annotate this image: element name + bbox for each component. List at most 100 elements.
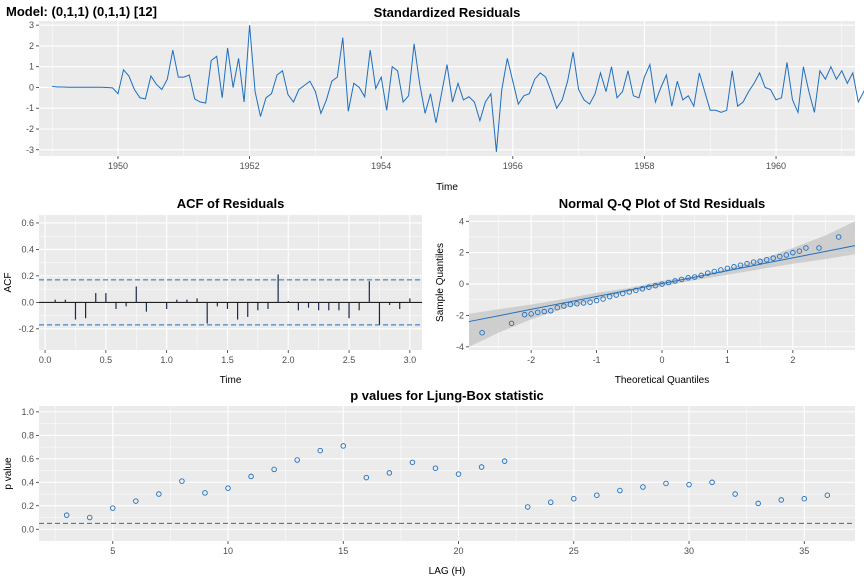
qq-point [816,245,822,251]
residuals-tick-label-x: 1956 [503,161,523,171]
acf-tick-label-y: 0.6 [21,218,34,228]
acf-xlabel: Time [220,375,242,386]
qq-tick-label-y: -2 [456,310,464,320]
acf-ylabel: ACF [3,273,14,293]
qq-point [777,253,783,260]
acf-tick-label-x: 0.5 [100,355,113,365]
qq-tick-label-y: 0 [459,279,464,289]
ljungbox-point [363,474,370,481]
qq-point [757,258,763,265]
ljungbox-tick-label-x: 30 [684,546,694,556]
ljungbox-point [63,512,70,518]
ljungbox-point [455,471,462,477]
ljungbox-point [179,478,185,484]
qq-point [554,304,561,311]
ljungbox-point [686,481,692,488]
qq-point [548,308,554,314]
acf-tick-label-y: 0.2 [21,271,34,281]
ljungbox-panel [39,406,855,541]
qq-point [561,303,567,309]
ljungbox-title: p values for Ljung-Box statistic [350,388,544,403]
acf-tick-label-x: 0.0 [39,355,52,365]
residuals-tick-label-x: 1950 [108,161,128,171]
ljungbox-point [801,495,808,502]
ljungbox-point [156,491,162,497]
acf-tick-label-y: 0.4 [21,244,34,254]
qq-point [718,267,724,273]
ljungbox-tick-label-x: 20 [454,546,464,556]
acf-tick-label-x: 2.5 [343,355,356,365]
ljungbox-tick-label-y: 0.6 [21,454,34,464]
qq-point [606,293,613,300]
ljungbox-xlabel: LAG (H) [429,566,466,576]
residuals-tick-label-x: 1952 [240,161,260,171]
qq-point [652,282,659,289]
ljungbox-point [409,459,416,466]
qq-point [521,311,528,318]
ljungbox-point [501,458,508,464]
residuals-tick-label-y: -3 [26,145,34,155]
qq-tick-label-x: -1 [593,355,601,365]
qq-point [705,270,711,276]
qq-point [731,264,737,270]
ljungbox-point [778,497,784,503]
qq-point [534,309,541,316]
residuals-series-line [52,25,864,152]
ljungbox-tick-label-x: 10 [223,546,233,556]
residuals-xlabel: Time [436,182,458,193]
qq-point [528,311,534,317]
qq-point [665,279,672,286]
qq-point [691,274,698,280]
qq-reference-line [468,245,856,323]
qq-point [750,259,757,265]
ljungbox-point [110,505,116,511]
qq-point [698,272,705,279]
ljungbox-tick-label-y: 0.8 [21,430,34,440]
model-label: Model: (0,1,1) (0,1,1) [12] [6,4,157,19]
residuals-tick-label-y: -2 [26,124,34,134]
qq-point [803,245,809,251]
acf-title: ACF of Residuals [177,196,285,211]
ljungbox-tick-label-y: 0.2 [21,501,34,511]
qq-point [770,255,776,261]
qq-point [763,256,770,263]
ljungbox-point [547,499,554,506]
ljungbox-tick-label-y: 0.4 [21,477,34,487]
ljungbox-point [202,490,208,496]
qq-point [593,297,600,304]
residuals-tick-label-y: 1 [29,62,34,72]
ljungbox-point [271,466,277,473]
ljungbox-point [594,492,600,498]
residuals-title: Standardized Residuals [374,5,521,20]
qq-tick-label-x: 1 [725,355,730,365]
ljungbox-point [340,443,347,449]
acf-tick-label-x: 1.5 [221,355,234,365]
ljungbox-point [386,470,393,476]
qq-point [574,300,580,307]
ljungbox-tick-label-x: 15 [338,546,348,556]
ljungbox-point [225,485,231,491]
qq-tick-label-x: 2 [790,355,795,365]
qq-point [685,275,691,281]
ljungbox-point [432,465,439,471]
qq-tick-label-x: -2 [527,355,535,365]
residuals-tick-label-y: 2 [29,41,34,51]
ljungbox-tick-label-x: 35 [799,546,809,556]
ljungbox-tick-label-x: 5 [110,546,115,556]
qq-point [580,300,587,306]
qq-point [724,265,731,272]
qq-tick-label-x: 0 [659,355,664,365]
ljungbox-point [86,514,93,521]
qq-point [659,281,665,287]
qq-point [744,260,750,267]
acf-tick-label-y: -0.2 [18,324,34,334]
ljungbox-tick-label-y: 1.0 [21,407,34,417]
residuals-tick-label-x: 1954 [371,161,391,171]
qq-point [646,284,652,290]
qq-tick-label-y: -4 [456,342,464,352]
qq-point [626,289,633,295]
qq-point [613,292,619,298]
residuals-tick-label-x: 1960 [766,161,786,171]
qq-point [479,329,485,336]
qq-tick-label-y: 4 [459,216,464,226]
